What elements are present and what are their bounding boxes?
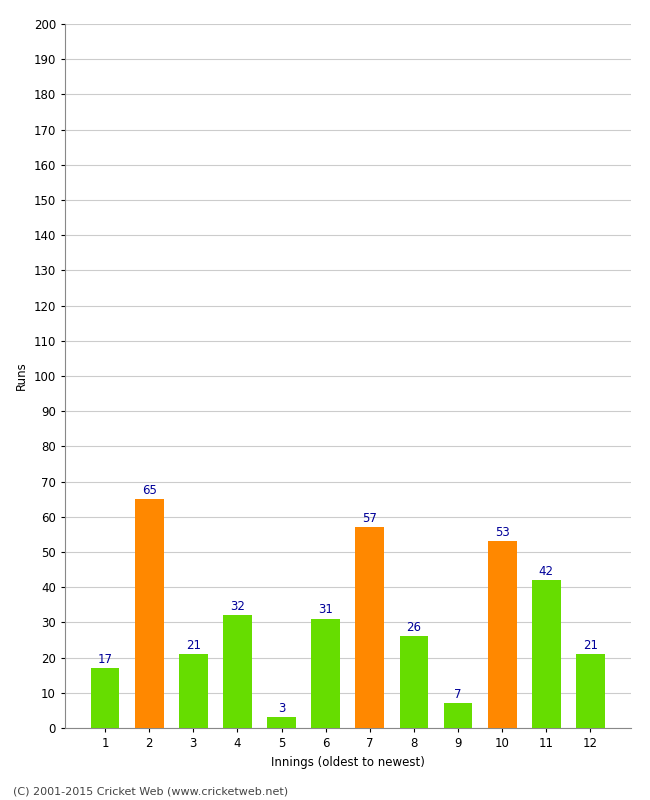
Text: 3: 3: [278, 702, 285, 715]
Bar: [400, 637, 428, 728]
Text: 31: 31: [318, 603, 333, 617]
Text: 57: 57: [363, 512, 377, 525]
X-axis label: Innings (oldest to newest): Innings (oldest to newest): [271, 755, 424, 769]
Bar: [576, 654, 604, 728]
Bar: [356, 527, 384, 728]
Text: 53: 53: [495, 526, 510, 539]
Bar: [267, 718, 296, 728]
Text: 42: 42: [539, 565, 554, 578]
Bar: [444, 703, 473, 728]
Bar: [223, 615, 252, 728]
Text: 32: 32: [230, 600, 245, 613]
Text: (C) 2001-2015 Cricket Web (www.cricketweb.net): (C) 2001-2015 Cricket Web (www.cricketwe…: [13, 786, 288, 796]
Text: 21: 21: [186, 638, 201, 652]
Bar: [532, 580, 561, 728]
Bar: [179, 654, 207, 728]
Bar: [135, 499, 164, 728]
Text: 65: 65: [142, 484, 157, 497]
Y-axis label: Runs: Runs: [15, 362, 28, 390]
Bar: [311, 619, 340, 728]
Bar: [488, 542, 517, 728]
Text: 7: 7: [454, 688, 462, 701]
Text: 17: 17: [98, 653, 112, 666]
Bar: [91, 668, 120, 728]
Text: 21: 21: [583, 638, 598, 652]
Text: 26: 26: [406, 621, 421, 634]
